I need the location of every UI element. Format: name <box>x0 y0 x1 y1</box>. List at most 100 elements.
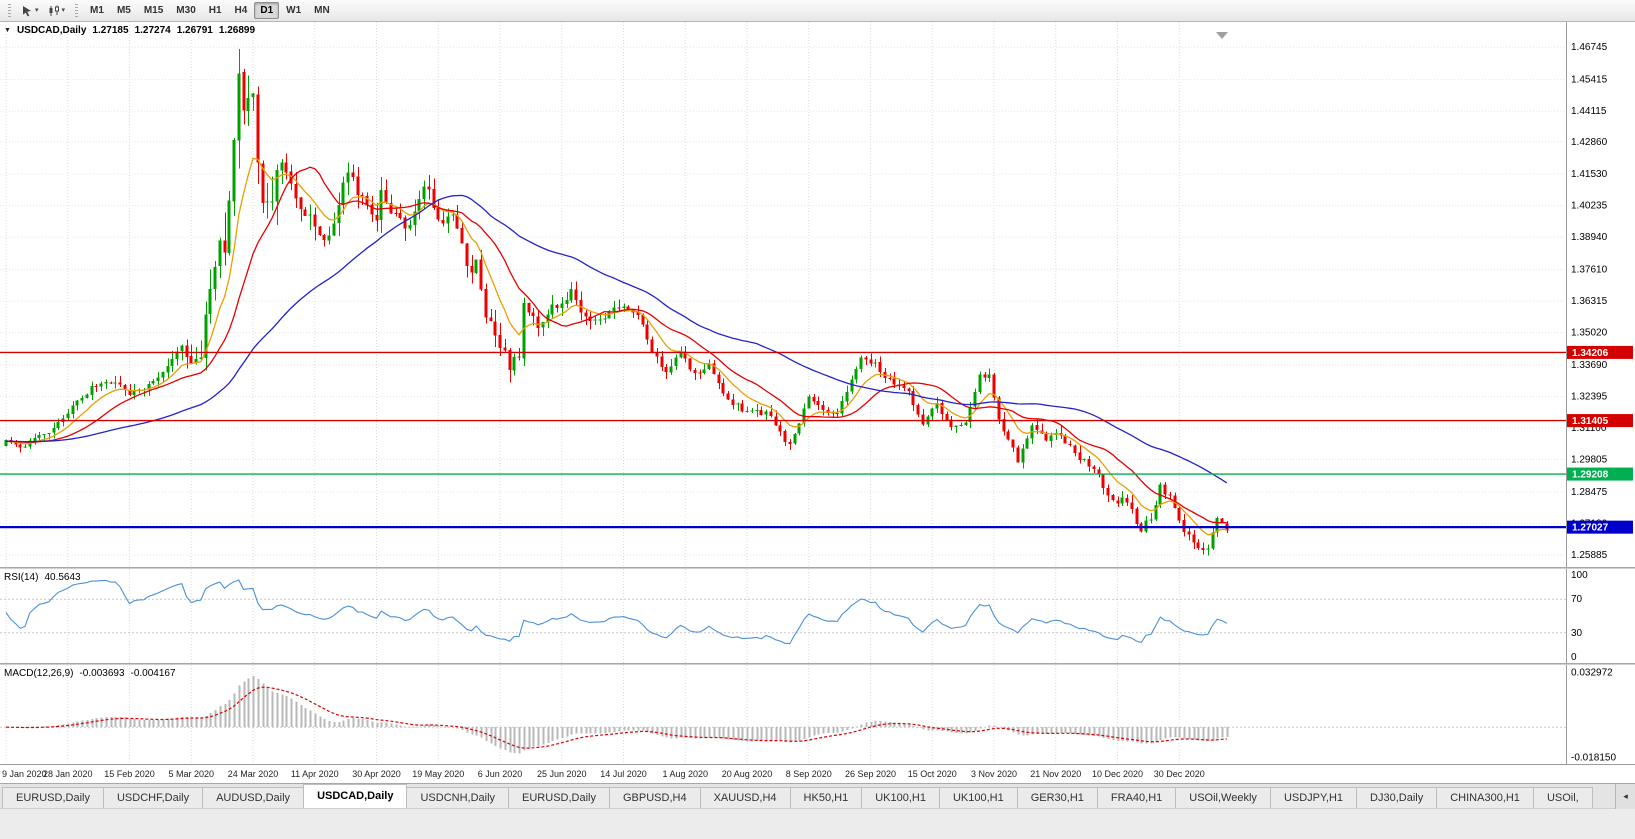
tab-scroll-left-button[interactable]: ◂ <box>1615 784 1635 809</box>
chart-tab-usdcnh-daily[interactable]: USDCNH,Daily <box>406 787 510 808</box>
pane-resize-handle[interactable] <box>0 567 1635 569</box>
one-click-trading-toggle-icon[interactable]: ▼ <box>4 27 11 34</box>
svg-text:0: 0 <box>1571 652 1577 663</box>
chart-type-button[interactable]: ▾ <box>44 2 70 20</box>
date-label: 1 Aug 2020 <box>662 769 709 779</box>
vertical-gridlines <box>5 569 1180 663</box>
pane-resize-handle[interactable] <box>0 663 1635 665</box>
chart-tab-ger30-h1[interactable]: GER30,H1 <box>1016 787 1098 808</box>
ma-line-ma-fast <box>5 157 1227 536</box>
date-label: 15 Feb 2020 <box>104 769 155 779</box>
svg-text:1.27027: 1.27027 <box>1572 523 1609 534</box>
timeframe-button-w1[interactable]: W1 <box>286 5 302 16</box>
svg-text:1.45415: 1.45415 <box>1571 75 1608 86</box>
price-pane: 1.46745 1.45415 1.44115 1.42860 1.41530 1.402… <box>0 22 1635 567</box>
vertical-gridlines <box>5 665 1180 764</box>
date-label: 25 Jun 2020 <box>536 769 587 779</box>
status-bar <box>0 808 1635 839</box>
toolbar-grip[interactable] <box>75 3 79 18</box>
chart-tab-gbpusd-h4[interactable]: GBPUSD,H4 <box>609 787 701 808</box>
cursor-tool-button[interactable]: ▾ <box>17 2 43 20</box>
date-label: 10 Dec 2020 <box>1091 769 1144 779</box>
timeframe-button-m5[interactable]: M5 <box>116 5 131 16</box>
chart-tab-uk100-h1[interactable]: UK100,H1 <box>938 787 1018 808</box>
svg-text:30: 30 <box>1571 628 1583 639</box>
date-label: 24 Mar 2020 <box>227 769 279 779</box>
chart-tabbar: EURUSD,Daily USDCHF,Daily AUDUSD,Daily USDC… <box>0 783 1635 809</box>
chart-tab-hk50-h1[interactable]: HK50,H1 <box>789 787 863 808</box>
svg-text:1.44115: 1.44115 <box>1571 106 1607 117</box>
chart-tab-fra40-h1[interactable]: FRA40,H1 <box>1096 787 1177 808</box>
cursor-icon <box>23 5 31 16</box>
candlestick-chart-icon <box>49 5 59 16</box>
macd-chart-canvas[interactable]: 0.032972 -0.018150 <box>0 665 1635 764</box>
svg-text:1.35020: 1.35020 <box>1571 328 1608 339</box>
timeframe-buttons: M1 M5 M15 M30 H1 H4 D1 W1 MN <box>84 2 336 19</box>
chart-shift-marker-icon[interactable] <box>1216 32 1228 39</box>
date-label: 9 Jan 2020 <box>2 769 47 779</box>
chart-tab-usdjpy-h1[interactable]: USDJPY,H1 <box>1269 787 1358 808</box>
svg-text:1.46745: 1.46745 <box>1571 42 1608 53</box>
date-label: 20 Aug 2020 <box>721 769 773 779</box>
chart-tab-dj30-daily[interactable]: DJ30,Daily <box>1356 787 1438 808</box>
svg-text:70: 70 <box>1571 594 1583 605</box>
date-label: 15 Oct 2020 <box>907 769 957 779</box>
chart-tab-uk100-h1[interactable]: UK100,H1 <box>861 787 940 808</box>
rsi-pane: 100 70 30 0 RSI(14) 40.5643 <box>0 569 1635 663</box>
timeframe-button-h4[interactable]: H4 <box>234 5 248 16</box>
chart-tab-usoil-weekly[interactable]: USOil,Weekly <box>1175 787 1271 808</box>
timeframe-button-m1[interactable]: M1 <box>90 5 104 16</box>
chart-tabbar-tabs: EURUSD,Daily USDCHF,Daily AUDUSD,Daily USDC… <box>0 784 1614 808</box>
date-label: 28 Jan 2020 <box>42 769 93 779</box>
svg-text:1.42860: 1.42860 <box>1571 137 1608 148</box>
timeframe-button-h1[interactable]: H1 <box>208 5 222 16</box>
chart-tab-usdcad-daily[interactable]: USDCAD,Daily <box>303 784 408 808</box>
svg-text:1.36315: 1.36315 <box>1571 296 1608 307</box>
svg-text:1.31405: 1.31405 <box>1572 416 1609 427</box>
caret-down-icon: ▾ <box>61 7 66 14</box>
price-axis-labels[interactable]: 1.46745 1.45415 1.44115 1.42860 1.41530 1.402… <box>1571 42 1608 561</box>
chart-tab-usdchf-daily[interactable]: USDCHF,Daily <box>102 787 204 808</box>
chart-tab-eurusd-daily[interactable]: EURUSD,Daily <box>508 787 610 808</box>
svg-text:1.40235: 1.40235 <box>1571 201 1608 212</box>
macd-signal-line <box>5 686 1227 749</box>
chart-tab-eurusd-daily[interactable]: EURUSD,Daily <box>2 787 104 808</box>
date-label: 19 May 2020 <box>412 769 465 779</box>
date-label: 5 Mar 2020 <box>168 769 215 779</box>
date-label: 30 Dec 2020 <box>1153 769 1205 779</box>
macd-histogram <box>10 676 1229 754</box>
date-axis[interactable]: 9 Jan 2020 28 Jan 2020 15 Feb 2020 5 Mar 20… <box>0 764 1635 783</box>
svg-text:1.33690: 1.33690 <box>1571 360 1608 371</box>
svg-text:1.41530: 1.41530 <box>1571 169 1608 180</box>
rsi-chart-canvas[interactable]: 100 70 30 0 <box>0 569 1635 663</box>
chart-tab-audusd-daily[interactable]: AUDUSD,Daily <box>202 787 305 808</box>
svg-text:1.34206: 1.34206 <box>1572 348 1609 359</box>
date-label: 6 Jun 2020 <box>477 769 523 779</box>
svg-text:1.31100: 1.31100 <box>1571 423 1607 434</box>
price-chart-canvas[interactable]: 1.46745 1.45415 1.44115 1.42860 1.41530 1.402… <box>0 22 1635 567</box>
svg-text:1.38940: 1.38940 <box>1571 232 1608 243</box>
date-label: 21 Nov 2020 <box>1030 769 1082 779</box>
horizontal-level-lines[interactable]: 1.34206 1.31405 1.29208 1.27027 <box>0 345 1633 534</box>
ma-line-ma-mid <box>5 166 1227 524</box>
svg-text:1.37610: 1.37610 <box>1571 265 1608 276</box>
timeframe-button-m30[interactable]: M30 <box>176 5 196 16</box>
caret-down-icon: ▾ <box>35 7 39 14</box>
svg-text:1.28475: 1.28475 <box>1571 487 1608 498</box>
chart-tab-china300-h1[interactable]: CHINA300,H1 <box>1436 787 1534 808</box>
vertical-gridlines <box>5 22 1180 567</box>
chart-tab-usoil[interactable]: USOil, <box>1532 787 1593 808</box>
date-label: 3 Nov 2020 <box>970 769 1018 779</box>
candles-layer <box>4 48 1229 556</box>
toolbar-grip[interactable] <box>8 3 11 18</box>
svg-text:1.29805: 1.29805 <box>1571 455 1608 466</box>
timeframe-toolbar: ▾ ▾ M1 M5 M15 M30 H1 H4 D1 W1 MN <box>0 0 1635 22</box>
svg-text:1.32395: 1.32395 <box>1571 391 1608 402</box>
chart-tab-xauusd-h4[interactable]: XAUUSD,H4 <box>699 787 791 808</box>
timeframe-button-mn[interactable]: MN <box>314 5 330 16</box>
svg-text:1.29208: 1.29208 <box>1572 470 1609 481</box>
timeframe-button-d1[interactable]: D1 <box>254 2 280 19</box>
timeframe-button-m15[interactable]: M15 <box>143 5 164 16</box>
macd-pane: 0.032972 -0.018150 MACD(12,26,9) -0.00369… <box>0 665 1635 764</box>
